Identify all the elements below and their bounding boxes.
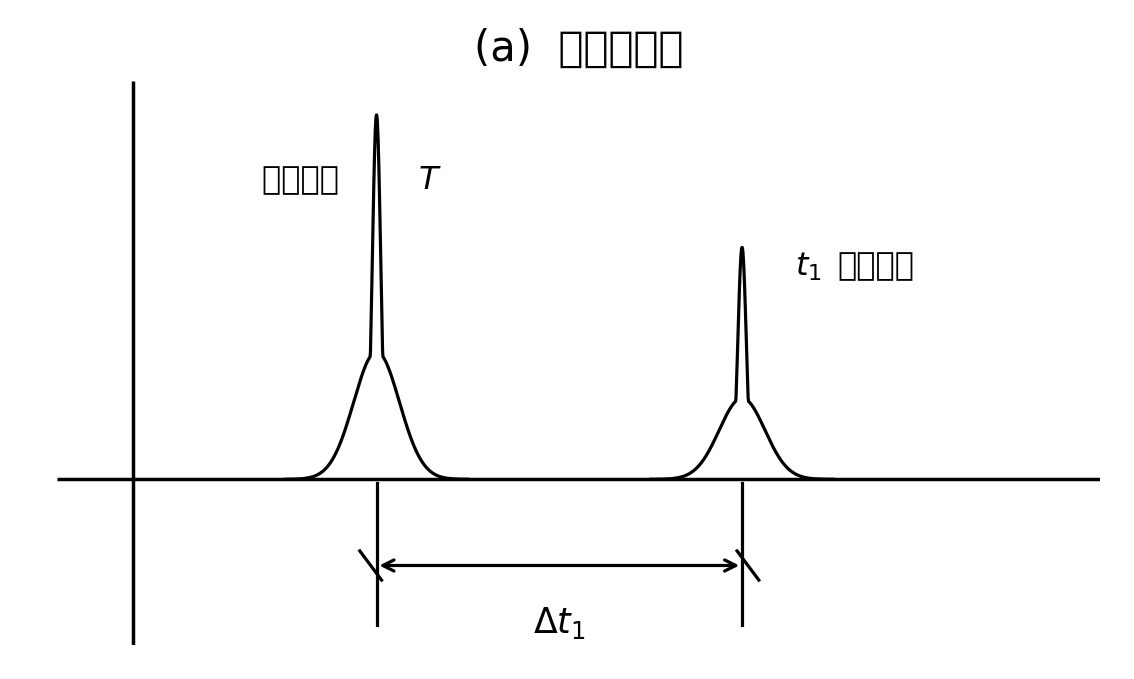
Text: 局放脉冲: 局放脉冲: [837, 252, 914, 282]
Text: 同步信号: 同步信号: [262, 166, 359, 196]
Text: $T$: $T$: [418, 166, 442, 196]
Text: (a)  注入端信号: (a) 注入端信号: [474, 29, 683, 70]
Text: $\Delta t_1$: $\Delta t_1$: [533, 605, 585, 641]
Text: $t_1$: $t_1$: [795, 251, 836, 283]
